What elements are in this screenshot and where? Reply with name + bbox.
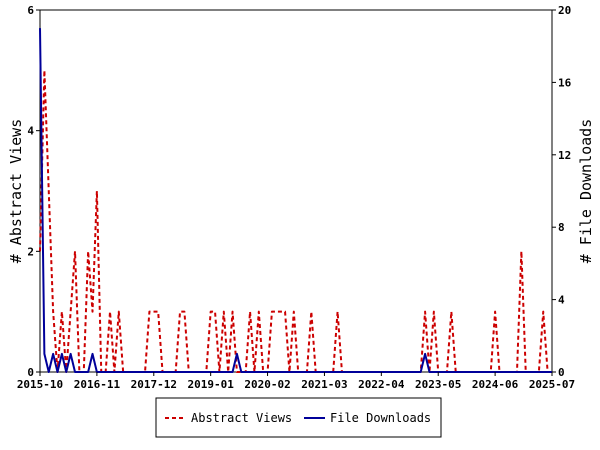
x-tick-label: 2017-12 bbox=[131, 378, 177, 391]
right-axis-title: # File Downloads bbox=[577, 119, 595, 264]
x-tick-label: 2016-11 bbox=[74, 378, 121, 391]
legend-label-file-downloads: File Downloads bbox=[330, 411, 431, 425]
left-y-tick-label: 2 bbox=[27, 245, 34, 258]
series-layer bbox=[39, 28, 552, 373]
left-axis-title: # Abstract Views bbox=[7, 119, 25, 264]
plot-area bbox=[39, 9, 553, 373]
right-y-tick-label: 12 bbox=[558, 149, 571, 162]
left-y-tick-label: 0 bbox=[27, 366, 34, 379]
tick-layer: 0 2 4 6 0 4 8 12 16 20 2015-10 2016-11 2017-12 2019-0… bbox=[17, 4, 575, 391]
x-tick-label: 2025-07 bbox=[529, 378, 575, 391]
x-tick-label: 2020-02 bbox=[244, 378, 290, 391]
legend: Abstract Views File Downloads bbox=[155, 397, 442, 438]
right-y-tick-label: 16 bbox=[558, 76, 572, 89]
x-tick-label: 2022-04 bbox=[358, 378, 405, 391]
legend-label-abstract-views: Abstract Views bbox=[191, 411, 292, 425]
x-tick-label: 2021-03 bbox=[301, 378, 347, 391]
right-y-tick-label: 8 bbox=[558, 221, 565, 234]
right-y-tick-label: 4 bbox=[558, 294, 565, 307]
legend-box bbox=[155, 397, 442, 438]
left-y-tick-label: 4 bbox=[27, 125, 34, 138]
right-y-tick-label: 20 bbox=[558, 4, 571, 17]
x-tick-label: 2015-10 bbox=[17, 378, 63, 391]
left-y-tick-label: 6 bbox=[27, 4, 34, 17]
x-tick-label: 2019-01 bbox=[187, 378, 234, 391]
x-tick-label: 2023-05 bbox=[415, 378, 461, 391]
right-y-tick-label: 0 bbox=[558, 366, 565, 379]
x-tick-label: 2024-06 bbox=[472, 378, 519, 391]
series-line-file-downloads bbox=[39, 28, 552, 373]
